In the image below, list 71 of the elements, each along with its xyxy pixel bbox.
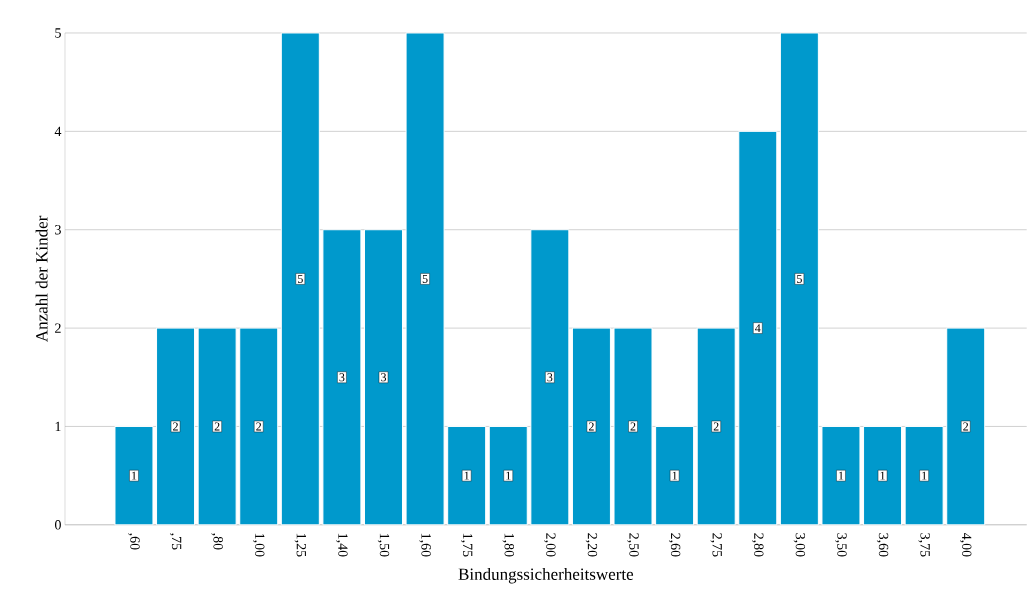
data-label: 1 (506, 471, 511, 480)
x-tick-label: 3,00 (793, 533, 806, 557)
x-tick-label: 2,60 (668, 533, 681, 557)
data-label: 1 (922, 471, 927, 480)
data-label: 2 (256, 422, 262, 431)
data-label: 2 (588, 422, 594, 431)
data-label: 1 (839, 471, 844, 480)
bar (156, 327, 196, 526)
data-label: 2 (214, 422, 220, 431)
data-label: 1 (132, 471, 137, 480)
x-tick-label: ,80 (211, 533, 223, 550)
data-label: 3 (339, 373, 345, 382)
data-label: 1 (672, 471, 677, 480)
bar (530, 229, 570, 526)
data-label: 4 (755, 324, 761, 333)
data-label: 1 (880, 471, 885, 480)
x-tick-label: 1,50 (377, 533, 390, 557)
data-label: 1 (464, 471, 469, 480)
y-tick-label: 3 (55, 225, 61, 235)
bar (488, 426, 528, 526)
bar (946, 327, 986, 526)
x-tick-label: 2,20 (585, 533, 598, 557)
bar (738, 130, 778, 526)
x-tick-label: 4,00 (960, 533, 972, 557)
bar (114, 426, 154, 526)
bar (405, 32, 445, 526)
data-label: 5 (298, 275, 303, 283)
bar (904, 426, 944, 526)
x-axis-title: Bindungssicherheitswerte (458, 568, 634, 584)
x-tick-label: 1,40 (336, 533, 348, 557)
y-axis-title: Anzahl der Kinder (35, 215, 48, 343)
x-tick-label: 2,80 (752, 533, 764, 557)
x-tick-label: 1,25 (294, 533, 307, 557)
bar (571, 327, 611, 526)
y-tick-label: 0 (54, 520, 61, 530)
bar (239, 327, 279, 526)
x-tick-label: ,60 (128, 533, 140, 550)
data-label: 3 (381, 373, 387, 382)
bar (696, 327, 736, 526)
bar (655, 426, 695, 526)
x-tick-label: 2,75 (710, 533, 722, 557)
data-label: 5 (422, 275, 428, 283)
y-tick-label: 5 (55, 28, 61, 38)
x-tick-label: 3,75 (918, 533, 930, 557)
x-tick-label: 3,50 (835, 533, 847, 557)
bar (821, 426, 861, 526)
y-tick-label: 1 (55, 421, 61, 432)
bar (364, 229, 403, 526)
bar (779, 32, 819, 526)
x-tick-label: 1,60 (419, 533, 431, 557)
x-tick-label: ,75 (169, 533, 182, 550)
data-label: 2 (630, 422, 636, 431)
data-label: 3 (547, 373, 553, 382)
y-tick-label: 4 (54, 126, 62, 137)
bar (863, 426, 903, 526)
data-label: 2 (713, 422, 719, 431)
x-tick-label: 1,80 (502, 533, 514, 557)
x-tick-label: 3,60 (876, 533, 889, 557)
x-tick-label: 1,00 (253, 533, 265, 557)
data-label: 2 (963, 422, 969, 431)
x-tick-label: 2,00 (544, 533, 556, 557)
bar (447, 426, 487, 526)
bar (197, 327, 237, 526)
bar (280, 32, 320, 526)
data-label: 2 (173, 422, 178, 431)
data-label: 5 (797, 275, 802, 283)
x-tick-label: 1,75 (460, 533, 473, 557)
bar (322, 229, 362, 526)
y-tick-label: 2 (55, 323, 61, 333)
x-tick-label: 2,50 (627, 533, 639, 557)
bar (613, 327, 653, 526)
